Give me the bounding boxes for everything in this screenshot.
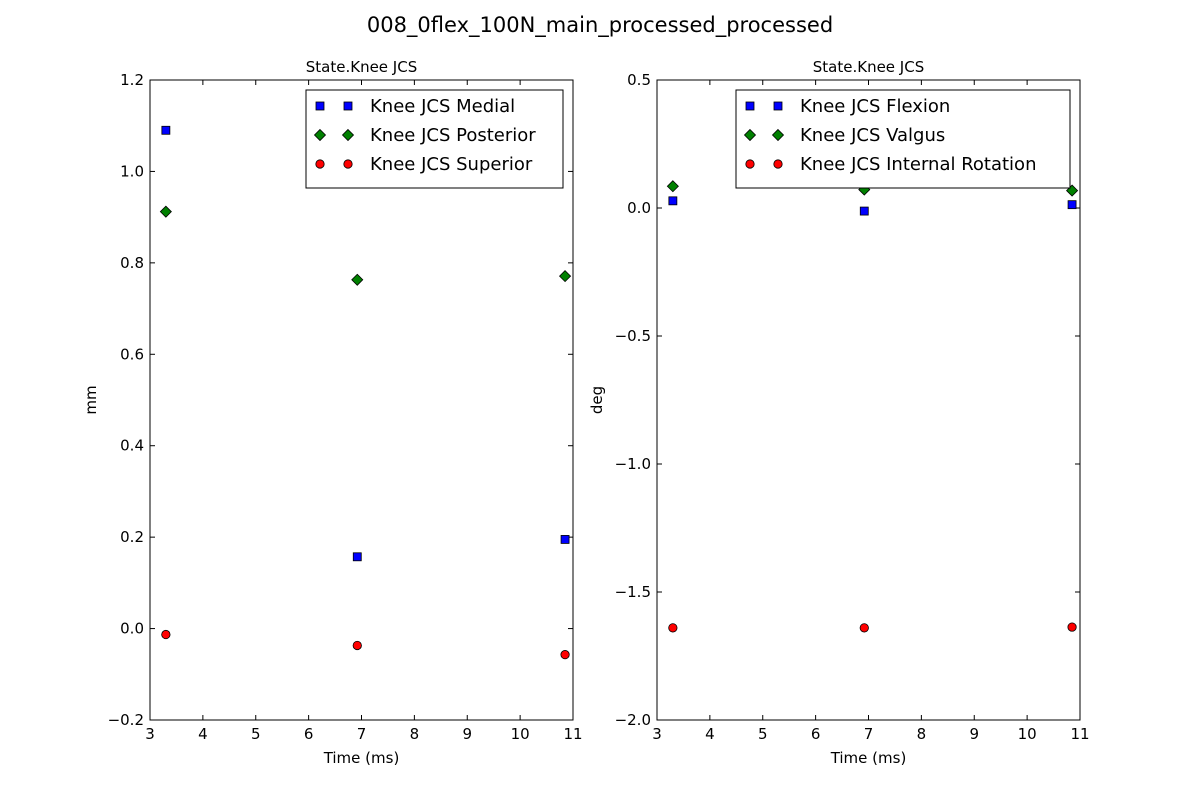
right-legend-marker-b	[773, 101, 783, 111]
left-series-2-point	[351, 273, 364, 286]
left-y-axis-label: mm	[82, 385, 100, 414]
right-series-1-point	[859, 206, 869, 216]
left-series-3-point	[161, 629, 171, 640]
left-legend-label: Knee JCS Superior	[370, 154, 533, 175]
right-x-tick-label: 11	[1070, 725, 1089, 743]
right-x-axis-label: Time (ms)	[830, 749, 907, 767]
right-data-points	[666, 180, 1079, 633]
right-x-tick-label: 10	[1018, 725, 1037, 743]
left-x-tick-label: 10	[511, 725, 530, 743]
left-legend-marker-b	[343, 159, 353, 169]
right-y-axis-label: deg	[588, 386, 606, 414]
right-x-tick-label: 9	[969, 725, 979, 743]
right-legend-marker-b	[771, 128, 785, 142]
right-x-tick-label: 4	[705, 725, 715, 743]
left-legend-entry: Knee JCS Posterior	[313, 125, 536, 146]
left-x-axis-label: Time (ms)	[323, 749, 400, 767]
left-legend-marker-b	[343, 101, 353, 111]
right-x-tick-label: 8	[917, 725, 927, 743]
right-subplot-title: State.Knee JCS	[813, 58, 924, 76]
left-y-tick-label: 0.4	[120, 437, 144, 455]
right-series-1-point	[1067, 200, 1077, 210]
right-legend-marker-a	[745, 159, 755, 169]
right-legend-marker-b	[773, 159, 783, 169]
right-legend-entry: Knee JCS Valgus	[743, 125, 945, 146]
left-y-tick-label: 0.0	[120, 620, 144, 638]
right-y-tick-label: −1.5	[615, 583, 651, 601]
left-y-tick-label: 0.2	[120, 528, 144, 546]
right-legend-marker-a	[745, 101, 755, 111]
left-series-1-point	[161, 125, 171, 135]
left-series-2-point	[559, 270, 572, 283]
left-series-3-point	[560, 650, 570, 660]
figure-suptitle: 008_0flex_100N_main_processed_processed	[367, 13, 833, 38]
left-series-1-point	[560, 535, 570, 544]
left-legend-entry: Knee JCS Superior	[315, 154, 533, 175]
left-x-tick-label: 11	[563, 725, 582, 743]
right-y-tick-label: −1.0	[615, 455, 651, 473]
right-legend-entry: Knee JCS Flexion	[745, 96, 950, 117]
left-legend-label: Knee JCS Posterior	[370, 125, 536, 146]
right-legend: Knee JCS Flexion Knee JCS Valgus Knee JCS …	[735, 89, 1071, 189]
left-legend-entry: Knee JCS Medial	[315, 96, 515, 117]
left-legend: Knee JCS Medial Knee JCS Posterior Knee JC…	[305, 89, 564, 189]
left-x-tick-label: 4	[198, 725, 208, 743]
right-legend-box	[735, 89, 1071, 189]
left-x-tick-label: 9	[462, 725, 472, 743]
left-axis-ticks: 3 4 5 6 7 8 9 10 11 −0.2 0.0 0.2 0.4 0.6 0.8 1.0 1.2	[108, 71, 583, 743]
left-x-tick-label: 5	[251, 725, 261, 743]
left-legend-marker-b	[341, 128, 355, 142]
left-subplot: State.Knee JCS Time (ms) mm 3 4 5 6 7 8 9 10 11 −…	[82, 58, 583, 767]
right-legend-label: Knee JCS Flexion	[800, 96, 950, 117]
right-x-tick-label: 6	[811, 725, 821, 743]
left-y-tick-label: 0.6	[120, 345, 144, 363]
left-subplot-title: State.Knee JCS	[306, 58, 417, 76]
left-x-tick-label: 3	[145, 725, 155, 743]
left-x-tick-label: 6	[304, 725, 314, 743]
right-y-tick-label: −0.5	[615, 327, 651, 345]
right-y-tick-label: 0.5	[627, 71, 651, 89]
left-y-tick-label: 0.8	[120, 254, 144, 272]
right-legend-entry: Knee JCS Internal Rotation	[745, 154, 1036, 175]
right-series-3-point	[668, 623, 678, 633]
left-plot-frame	[149, 79, 574, 721]
left-y-tick-label: 1.2	[120, 71, 144, 89]
left-legend-label: Knee JCS Medial	[370, 96, 515, 117]
left-y-tick-label: 1.0	[120, 162, 144, 180]
right-y-tick-label: −2.0	[615, 711, 651, 729]
right-x-tick-label: 3	[652, 725, 662, 743]
right-legend-label: Knee JCS Valgus	[800, 125, 945, 146]
left-legend-marker-a	[313, 128, 327, 142]
left-x-tick-label: 8	[410, 725, 420, 743]
right-legend-label: Knee JCS Internal Rotation	[800, 154, 1036, 175]
right-series-3-point	[859, 623, 869, 633]
left-legend-marker-a	[315, 159, 325, 169]
left-series-2-point	[159, 205, 172, 218]
left-legend-marker-a	[315, 101, 325, 111]
right-x-tick-label: 7	[864, 725, 874, 743]
right-series-3-point	[1067, 622, 1077, 632]
right-plot-frame	[656, 79, 1081, 721]
left-x-tick-label: 7	[357, 725, 367, 743]
right-series-1-point	[668, 196, 678, 206]
left-y-tick-label: −0.2	[108, 711, 144, 729]
right-y-tick-label: 0.0	[627, 199, 651, 217]
right-legend-marker-a	[743, 128, 757, 142]
left-series-3-point	[352, 640, 362, 651]
right-x-tick-label: 5	[758, 725, 768, 743]
right-subplot: State.Knee JCS Time (ms) deg 3 4 5 6 7 8 9 10 11…	[588, 58, 1090, 767]
left-series-1-point	[352, 552, 362, 562]
left-data-points	[159, 125, 572, 660]
right-series-2-point	[666, 180, 679, 193]
